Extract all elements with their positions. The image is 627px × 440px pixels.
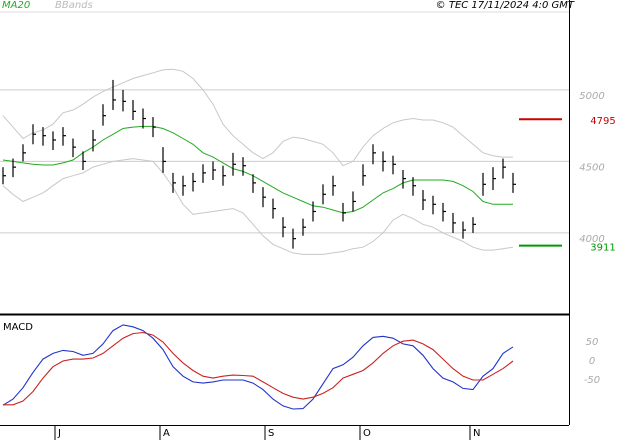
overlay-line bbox=[2, 68, 513, 167]
y-tick-label: 5000 bbox=[579, 91, 604, 102]
macd-title: MACD bbox=[3, 322, 33, 333]
x-tick-label: O bbox=[363, 428, 371, 439]
overlay-line bbox=[2, 158, 514, 255]
y-tick-label: 4000 bbox=[579, 234, 604, 245]
legend-ma: MA20 bbox=[2, 0, 30, 11]
line bbox=[2, 324, 514, 410]
x-tick-label: N bbox=[473, 428, 480, 439]
overlay-line bbox=[2, 125, 513, 214]
legend-bbands: BBands bbox=[55, 0, 93, 11]
y-tick-label: 0 bbox=[589, 356, 595, 367]
level-label: 3911 bbox=[590, 243, 615, 254]
y-tick-label: -50 bbox=[584, 375, 600, 386]
y-tick-label: 4500 bbox=[579, 162, 604, 173]
level-label: 4795 bbox=[590, 116, 615, 127]
x-tick-label: J bbox=[57, 428, 61, 439]
line bbox=[3, 331, 514, 406]
y-tick-label: 50 bbox=[586, 337, 599, 348]
copyright: © TEC 17/11/2024 4:0 GMT bbox=[436, 0, 575, 11]
x-tick-label: S bbox=[268, 428, 274, 439]
x-tick-label: A bbox=[163, 428, 170, 439]
